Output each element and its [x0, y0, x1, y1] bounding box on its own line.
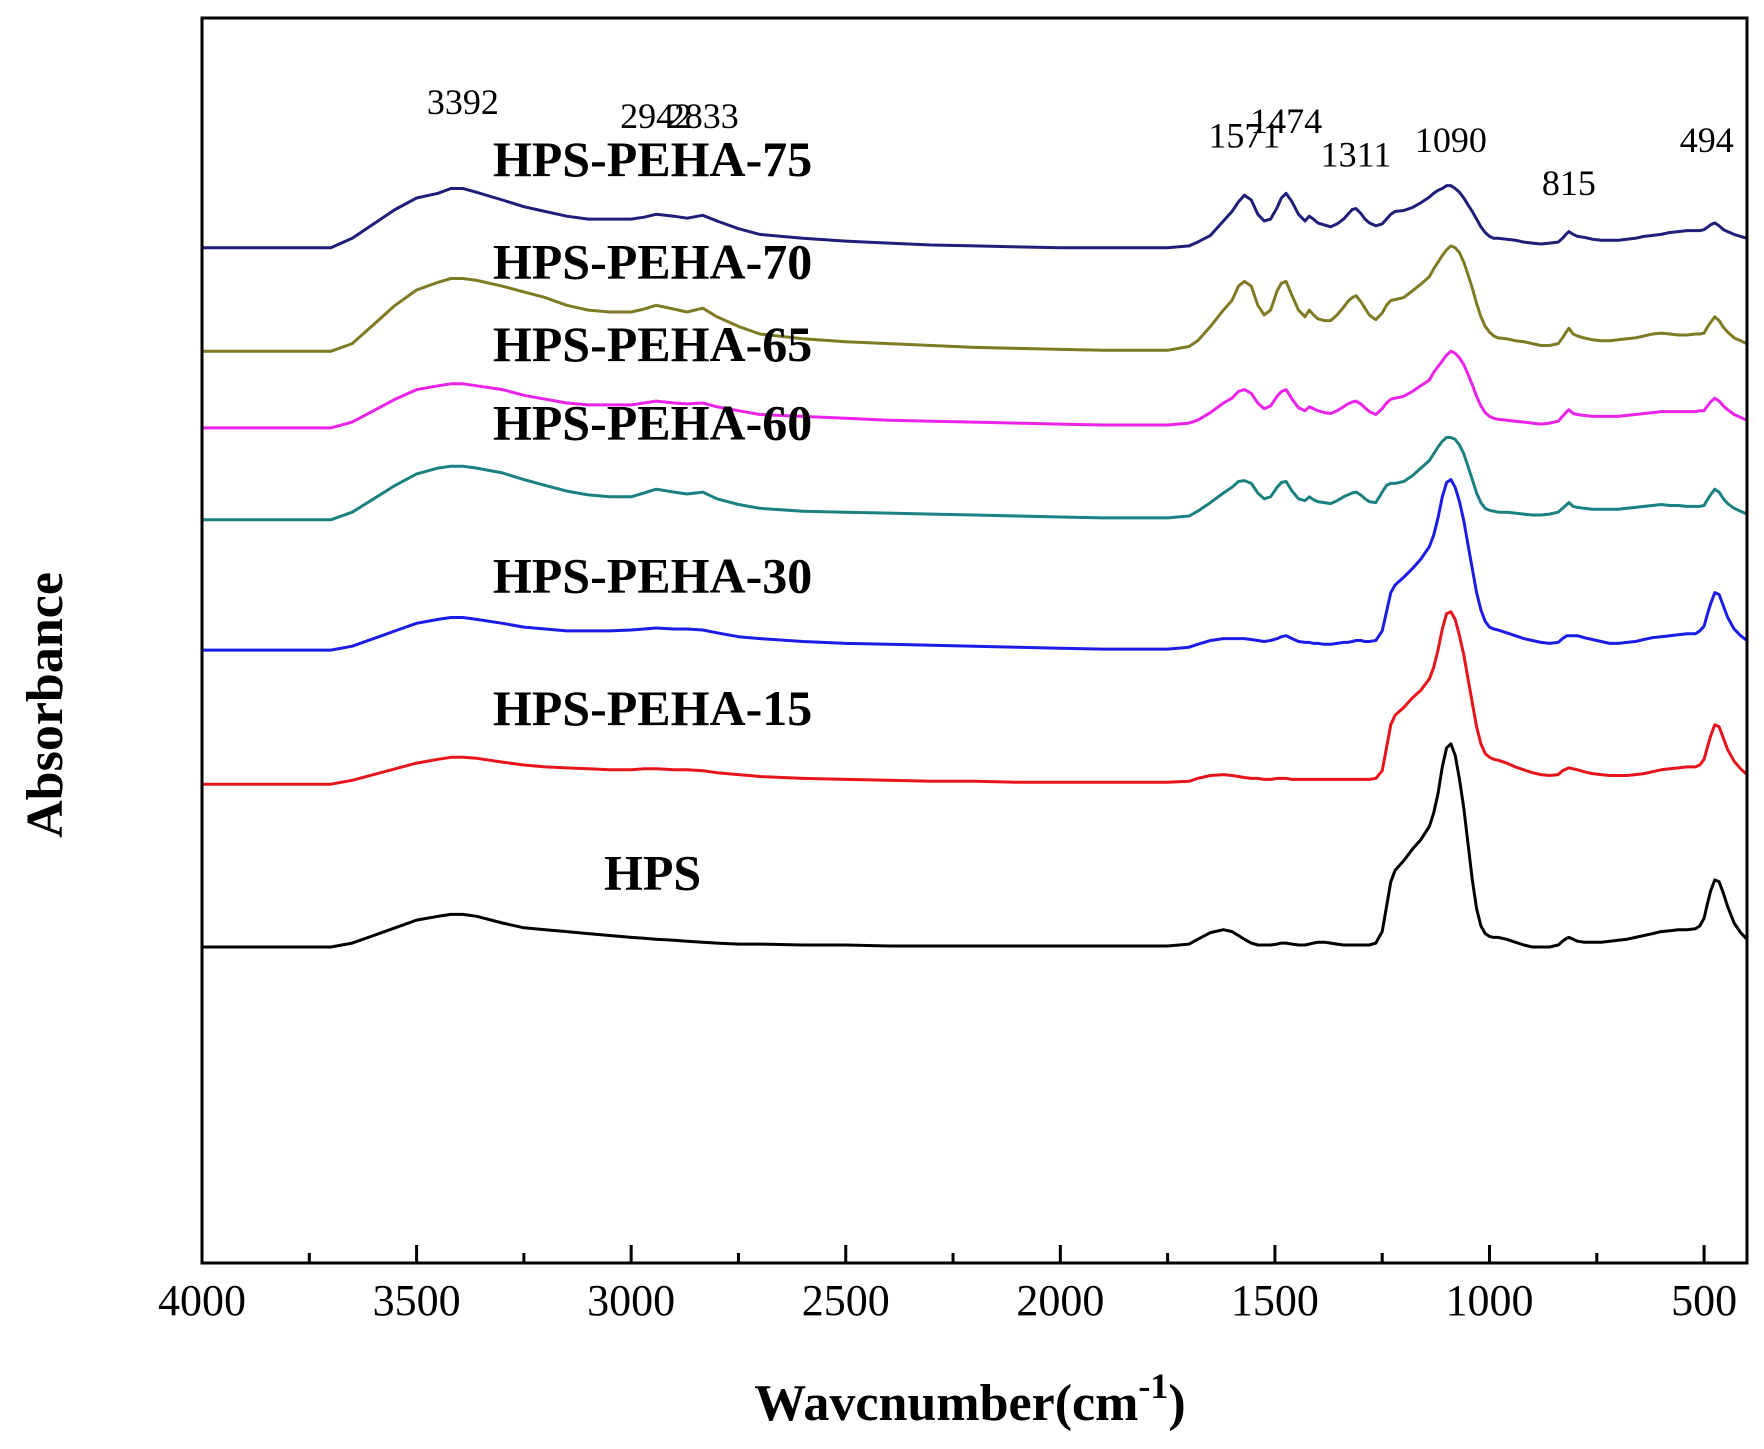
series-line-hps-peha-30	[202, 478, 1748, 652]
series-label-hps-peha-60: HPS-PEHA-60	[493, 394, 812, 450]
series-line-hps-peha-75	[202, 184, 1748, 250]
series-label-hps-peha-15: HPS-PEHA-15	[493, 680, 812, 736]
x-tick-label: 4000	[158, 1276, 246, 1325]
series-line-hps-peha-65	[202, 349, 1748, 430]
series-line-hps	[202, 742, 1749, 949]
peak-label-3392: 3392	[427, 82, 499, 122]
peak-label-1571: 1571	[1208, 115, 1280, 155]
peak-label-2942: 2942	[620, 96, 692, 136]
x-tick-label: 3000	[587, 1276, 675, 1325]
x-tick-label: 2000	[1016, 1276, 1104, 1325]
series-label-hps-peha-65: HPS-PEHA-65	[493, 316, 812, 372]
series-line-hps-peha-60	[202, 436, 1748, 522]
series-label-hps: HPS	[604, 845, 701, 901]
series-label-hps-peha-70: HPS-PEHA-70	[493, 234, 812, 290]
x-tick-label: 1500	[1231, 1276, 1319, 1325]
peak-label-1311: 1311	[1321, 134, 1392, 174]
plot-frame	[200, 16, 1749, 1265]
x-axis-ticks: 4000 3500 3000 2500 2000 1500 1000 500	[158, 1245, 1737, 1325]
peak-label-1090: 1090	[1415, 120, 1487, 160]
x-tick-label: 2500	[802, 1276, 890, 1325]
peak-label-815: 815	[1542, 163, 1596, 203]
series-labels: HPS-PEHA-75 HPS-PEHA-70 HPS-PEHA-65 HPS-PEH…	[493, 131, 812, 901]
x-tick-label: 1000	[1446, 1276, 1534, 1325]
series-lines	[202, 184, 1749, 949]
peak-label-494: 494	[1680, 120, 1734, 160]
peak-label-1474: 1474	[1250, 101, 1322, 141]
x-tick-label: 3500	[373, 1276, 461, 1325]
peak-label-2833: 2833	[667, 96, 739, 136]
y-axis-title: Absorbance	[17, 572, 74, 838]
series-line-hps-peha-15	[202, 610, 1749, 786]
series-label-hps-peha-75: HPS-PEHA-75	[493, 131, 812, 187]
series-label-hps-peha-30: HPS-PEHA-30	[493, 548, 812, 604]
x-tick-label: 500	[1671, 1276, 1737, 1325]
x-axis-title: Wavcnumber(cm-1)	[754, 1366, 1186, 1432]
series-line-hps-peha-70	[202, 244, 1748, 353]
